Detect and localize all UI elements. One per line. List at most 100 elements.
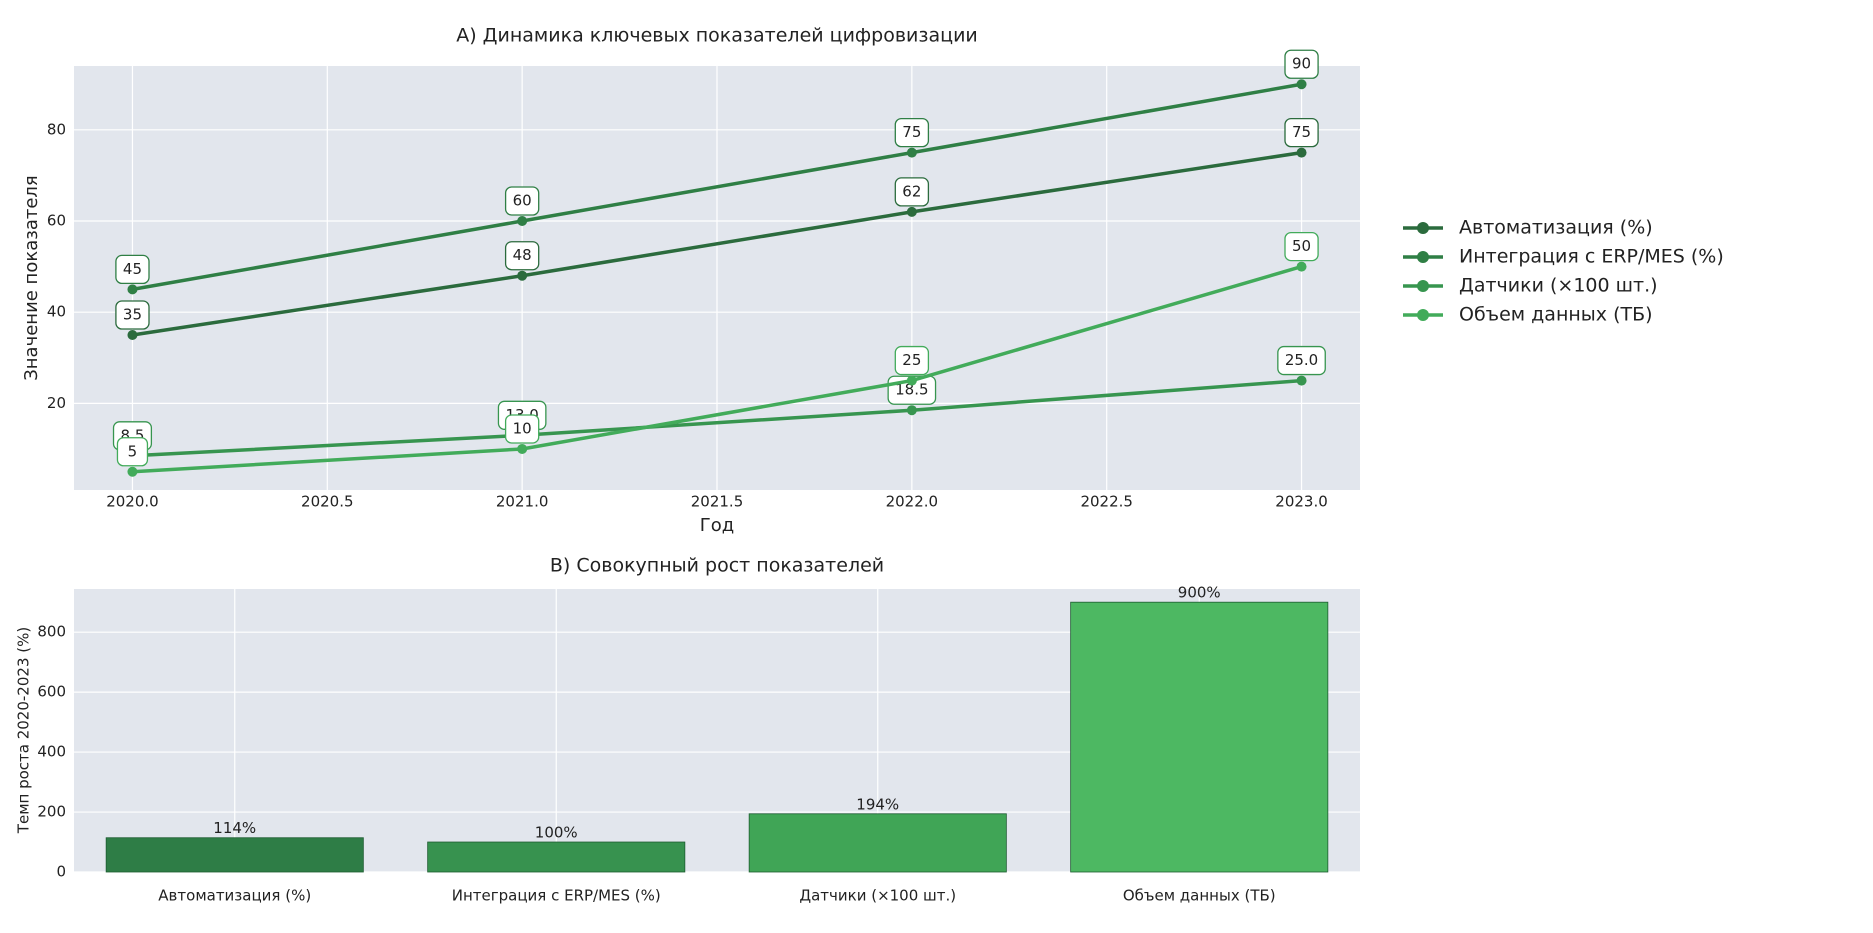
series-line [132, 150, 1302, 337]
x-tick-label: 2020.0 [106, 493, 159, 511]
data-label-text: 62 [902, 182, 921, 200]
legend-label: Автоматизация (%) [1459, 217, 1653, 239]
x-tick-label: Датчики (×100 шт.) [799, 887, 956, 905]
data-point [127, 329, 138, 340]
data-label-box [504, 414, 540, 444]
data-label: 90 [1284, 49, 1319, 79]
x-tick-label: Интеграция с ERP/MES (%) [452, 887, 661, 905]
x-tick-label: 2023.0 [1275, 493, 1328, 511]
data-label: 48 [504, 241, 540, 271]
data-label: 75 [894, 117, 930, 148]
legend-marker [1417, 309, 1429, 321]
data-label: 50 [1284, 231, 1319, 262]
data-label-text: 35 [123, 305, 142, 323]
series-line [132, 264, 1303, 474]
data-label: 25.0 [1277, 345, 1326, 376]
data-point [906, 147, 917, 158]
data-point [1296, 261, 1307, 272]
y-tick-label: 800 [37, 623, 66, 641]
x-tick-label: 2021.0 [496, 493, 549, 511]
y-tick-label: 80 [47, 120, 66, 138]
data-label-text: 5 [128, 442, 138, 460]
data-label: 10 [504, 414, 540, 444]
y-tick-label: 0 [56, 863, 66, 881]
data-label-box [894, 345, 930, 376]
data-label: 114% [213, 819, 256, 837]
data-label-box [116, 437, 149, 467]
data-point [517, 443, 528, 454]
data-point [906, 405, 917, 416]
data-label-text: 48 [513, 246, 532, 264]
y-axis-label: Значение показателя [21, 175, 42, 381]
data-label-text: 25.0 [1285, 351, 1318, 369]
data-label-box [504, 186, 540, 216]
data-label: 5 [116, 437, 149, 467]
legend-label: Датчики (×100 шт.) [1459, 275, 1658, 297]
data-label: 900% [1178, 584, 1221, 602]
legend-label: Объем данных (ТБ) [1459, 304, 1653, 326]
data-point [1296, 147, 1307, 158]
data-point [517, 270, 528, 281]
y-tick-label: 60 [47, 212, 66, 230]
data-label-text: 50 [1292, 237, 1311, 255]
y-tick-label: 600 [37, 683, 66, 701]
legend-marker [1417, 222, 1429, 234]
data-label-box [1284, 117, 1319, 148]
legend-label: Интеграция с ERP/MES (%) [1459, 246, 1724, 268]
x-tick-label: 2022.5 [1080, 493, 1133, 511]
y-tick-label: 400 [37, 743, 66, 761]
data-label-text: 25 [902, 351, 921, 369]
y-tick-label: 20 [47, 394, 66, 412]
data-label-text: 75 [1292, 123, 1311, 141]
data-point [1296, 79, 1307, 90]
data-point [906, 375, 917, 386]
data-point [906, 206, 917, 217]
data-label-box [115, 254, 150, 285]
data-label-box [1284, 231, 1319, 262]
data-label: 35 [115, 300, 150, 330]
chart-title: A) Динамика ключевых показателей цифрови… [456, 25, 978, 47]
data-label-text: 18.5 [895, 381, 928, 399]
data-point [127, 466, 138, 477]
data-label-box [894, 177, 930, 207]
data-label: 62 [894, 177, 930, 207]
x-tick-label: 2020.5 [301, 493, 354, 511]
chart-title: B) Совокупный рост показателей [550, 555, 884, 577]
data-label-box [115, 300, 150, 330]
data-label: 100% [535, 824, 578, 842]
y-tick-label: 40 [47, 303, 66, 321]
y-axis-label: Темп роста 2020-2023 (%) [15, 627, 33, 834]
legend-marker [1417, 280, 1429, 292]
data-label: 60 [504, 186, 540, 216]
y-tick-label: 200 [37, 803, 66, 821]
data-label-text: 10 [513, 419, 532, 437]
data-label-box [894, 117, 930, 148]
data-label-text: 60 [513, 192, 532, 210]
data-label-box [1284, 49, 1319, 79]
bar [105, 837, 364, 873]
data-label-box [504, 241, 540, 271]
data-label-text: 90 [1292, 55, 1311, 73]
series-line [132, 378, 1302, 458]
x-tick-label: 2022.0 [886, 493, 939, 511]
data-point [127, 284, 138, 295]
bar [1070, 601, 1329, 873]
data-label-text: 45 [123, 260, 142, 278]
data-label-text: 75 [902, 123, 921, 141]
series-line [132, 82, 1302, 292]
data-label: 194% [856, 795, 899, 813]
bar [427, 841, 686, 873]
data-point [1296, 375, 1307, 386]
bar [748, 813, 1007, 873]
legend-marker [1417, 251, 1429, 263]
x-tick-label: Объем данных (ТБ) [1123, 887, 1276, 905]
data-label: 25 [894, 345, 930, 376]
x-axis-label: Год [700, 515, 734, 536]
data-label: 45 [115, 254, 150, 285]
data-label-box [1277, 345, 1326, 376]
x-tick-label: 2021.5 [691, 493, 744, 511]
x-tick-label: Автоматизация (%) [158, 887, 311, 905]
data-label: 75 [1284, 117, 1319, 148]
